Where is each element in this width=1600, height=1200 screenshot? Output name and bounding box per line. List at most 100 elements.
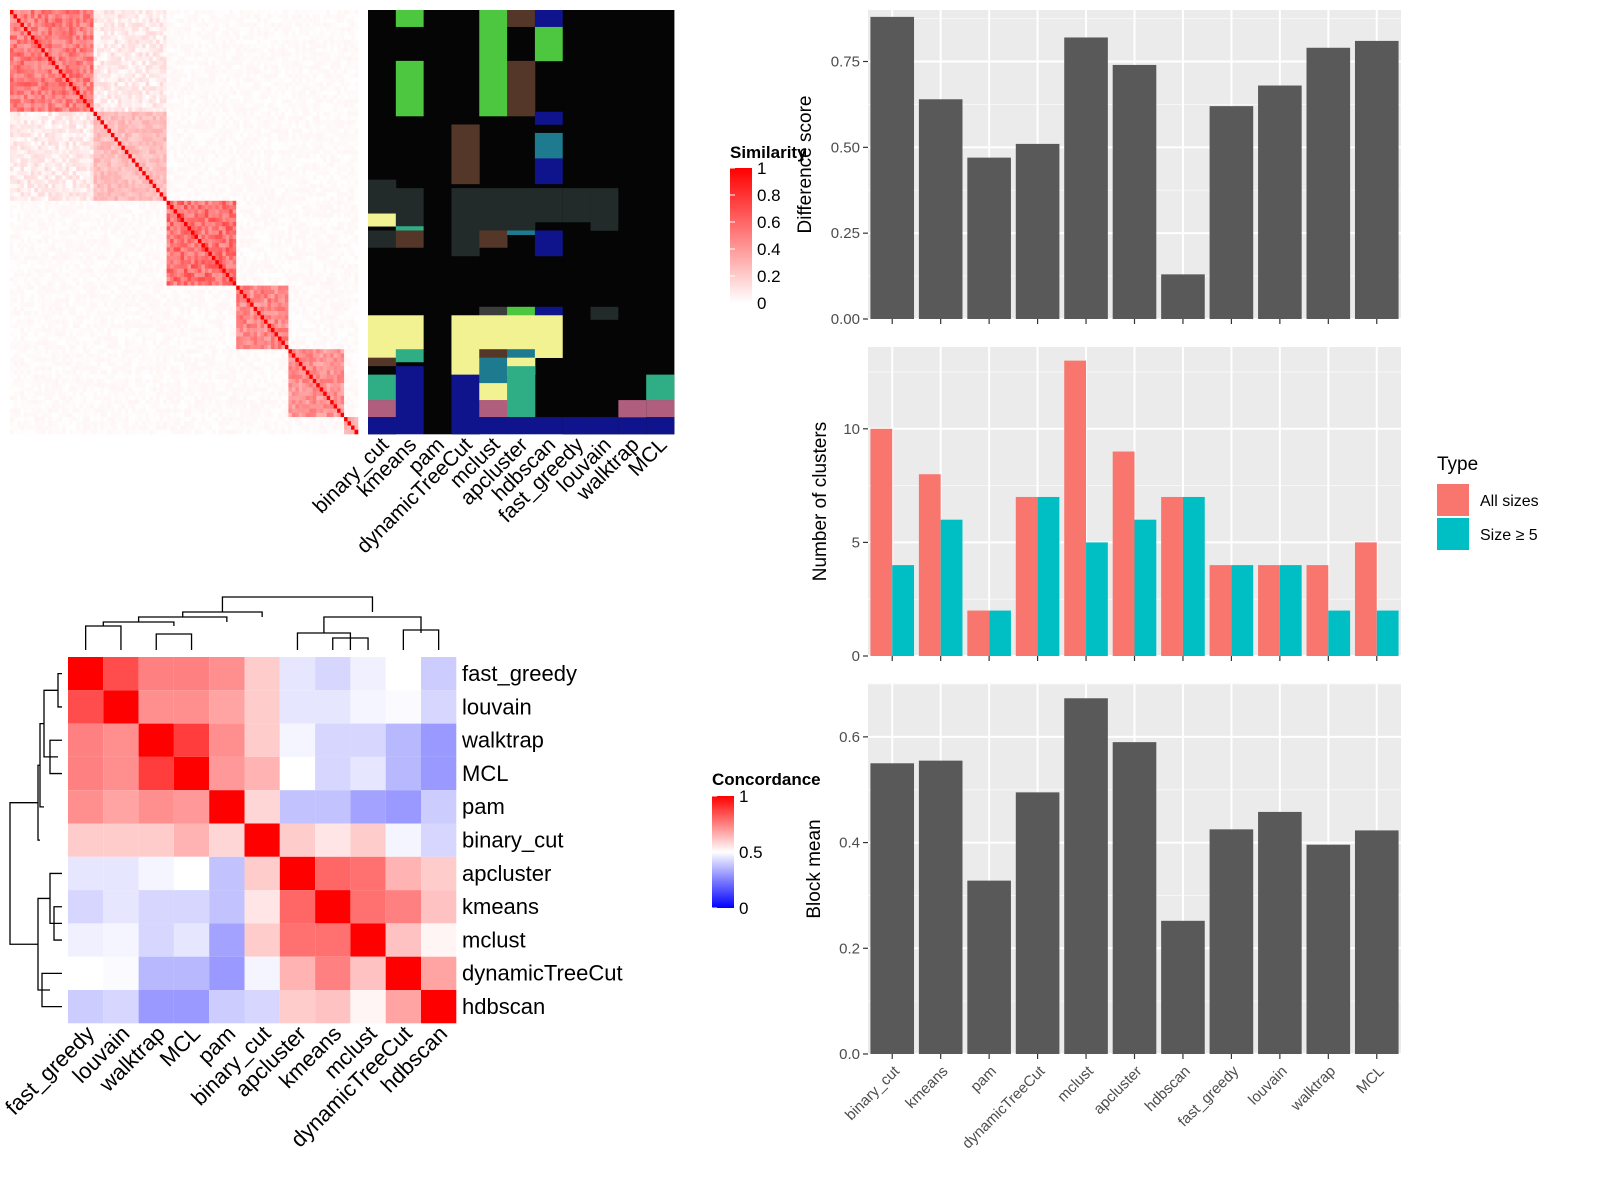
similarity-cell [100, 209, 105, 214]
similarity-cell [218, 31, 223, 36]
similarity-cell [138, 154, 143, 159]
similarity-cell [86, 116, 91, 121]
similarity-cell [257, 145, 261, 151]
similarity-cell [103, 103, 108, 108]
similarity-cell [274, 94, 279, 100]
similarity-cell [69, 192, 73, 197]
similarity-cell [260, 175, 265, 180]
similarity-cell [309, 52, 314, 57]
similarity-cell [295, 94, 300, 100]
similarity-cell [138, 120, 143, 125]
similarity-cell [295, 188, 300, 193]
similarity-cell [312, 213, 317, 219]
similarity-cell [295, 14, 300, 19]
similarity-cell [23, 175, 28, 180]
similarity-cell [156, 18, 160, 24]
similarity-cell [41, 116, 46, 121]
similarity-cell [41, 39, 46, 45]
similarity-cell [312, 179, 317, 185]
similarity-cell [271, 213, 275, 219]
similarity-cell [264, 175, 268, 180]
similarity-cell [117, 116, 122, 121]
similarity-cell [177, 183, 181, 189]
similarity-cell [163, 145, 167, 151]
similarity-cell [128, 171, 133, 176]
similarity-cell [184, 132, 188, 138]
similarity-cell [232, 171, 237, 176]
similarity-cell [326, 94, 331, 100]
similarity-cell [180, 209, 185, 214]
similarity-cell [90, 103, 94, 108]
similarity-cell [124, 209, 129, 214]
similarity-cell [271, 48, 275, 53]
similarity-cell [173, 18, 178, 24]
similarity-cell [103, 149, 108, 155]
similarity-cell [323, 35, 327, 40]
similarity-cell [23, 154, 28, 159]
similarity-cell [337, 103, 341, 108]
similarity-cell [10, 132, 14, 138]
similarity-cell [330, 86, 334, 91]
similarity-cell [312, 188, 317, 193]
similarity-cell [208, 69, 213, 74]
similarity-cell [180, 82, 185, 87]
similarity-cell [44, 39, 49, 45]
similarity-cell [180, 192, 185, 197]
similarity-cell [142, 10, 147, 15]
similarity-cell [114, 22, 119, 28]
similarity-cell [229, 82, 234, 87]
similarity-cell [76, 22, 80, 28]
similarity-cell [239, 217, 244, 223]
similarity-cell [41, 166, 46, 172]
similarity-cell [312, 60, 317, 66]
similarity-cell [305, 175, 310, 180]
similarity-cell [340, 132, 345, 138]
similarity-cell [184, 205, 188, 210]
similarity-cell [41, 26, 46, 32]
similarity-cell [37, 43, 42, 49]
similarity-cell [41, 22, 46, 28]
similarity-cell [100, 120, 105, 125]
similarity-cell [330, 52, 334, 57]
similarity-cell [347, 31, 352, 36]
similarity-cell [218, 103, 223, 108]
similarity-cell [284, 65, 289, 70]
similarity-cell [124, 145, 129, 151]
similarity-cell [110, 52, 115, 57]
similarity-cell [86, 171, 91, 176]
similarity-cell [187, 200, 192, 206]
similarity-cell [58, 111, 63, 117]
similarity-cell [135, 200, 140, 206]
similarity-cell [284, 192, 289, 197]
similarity-cell [225, 171, 230, 176]
similarity-cell [131, 77, 136, 83]
similarity-cell [274, 217, 279, 223]
similarity-cell [271, 86, 275, 91]
similarity-cell [44, 175, 49, 180]
similarity-cell [274, 179, 279, 185]
similarity-cell [340, 10, 345, 15]
similarity-cell [264, 205, 268, 210]
similarity-cell [222, 65, 227, 70]
similarity-cell [218, 217, 223, 223]
similarity-cell [264, 183, 268, 189]
similarity-cell [37, 65, 42, 70]
similarity-cell [305, 196, 310, 202]
similarity-cell [215, 162, 220, 168]
similarity-cell [215, 60, 220, 66]
similarity-cell [232, 26, 237, 32]
similarity-cell [344, 22, 348, 28]
similarity-cell [163, 69, 167, 74]
similarity-cell [274, 69, 279, 74]
similarity-cell [201, 35, 206, 40]
similarity-cell [27, 209, 32, 214]
similarity-cell [281, 39, 286, 45]
similarity-cell [267, 26, 272, 32]
similarity-cell [142, 166, 147, 172]
similarity-cell [37, 141, 42, 146]
similarity-cell [232, 39, 237, 45]
similarity-cell [326, 65, 331, 70]
similarity-cell [239, 94, 244, 100]
similarity-cell [23, 217, 28, 223]
similarity-cell [274, 158, 279, 163]
